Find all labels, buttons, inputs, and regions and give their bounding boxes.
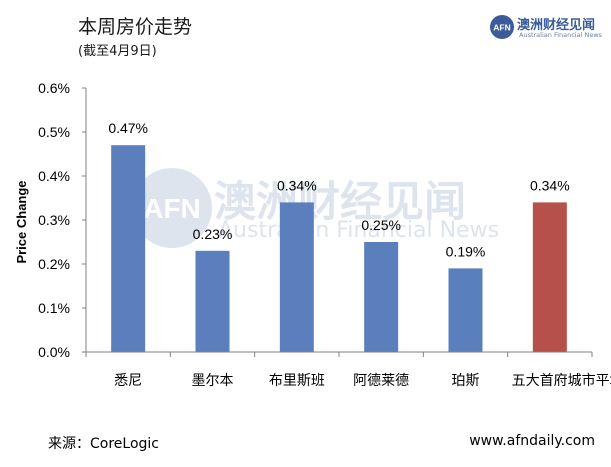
bar-data-label: 0.19%: [446, 243, 486, 259]
bar: [279, 202, 314, 352]
y-tick-label: 0.5%: [38, 124, 70, 140]
y-axis-label: Price Change: [14, 180, 29, 263]
x-category-label: 五大首府城市平均: [512, 372, 611, 389]
y-tick-label: 0.0%: [38, 344, 70, 360]
x-category-label: 墨尔本: [192, 373, 234, 389]
x-category-label: 悉尼: [114, 373, 142, 389]
source-label: 来源：CoreLogic: [48, 436, 159, 452]
bar-data-label: 0.47%: [108, 120, 148, 136]
y-tick-label: 0.1%: [38, 300, 70, 316]
bar: [111, 145, 146, 352]
bar-data-label: 0.34%: [277, 177, 317, 193]
x-category-label: 布里斯班: [269, 373, 325, 389]
chart-title: 本周房价走势: [78, 16, 193, 38]
bar: [532, 202, 567, 352]
afn-logo-name: 澳洲财经见闻: [517, 18, 596, 33]
y-tick-label: 0.2%: [38, 256, 70, 272]
website-label: www.afndaily.com: [469, 433, 595, 449]
afn-logo: AFN 澳洲财经见闻 Australian Financial News: [489, 12, 603, 42]
bar-data-label: 0.34%: [530, 177, 570, 193]
bar: [448, 268, 483, 352]
x-category-label: 珀斯: [452, 373, 480, 389]
x-category-label: 阿德莱德: [353, 373, 409, 389]
chart-subtitle: (截至4月9日): [78, 44, 157, 59]
y-tick-label: 0.6%: [38, 80, 70, 96]
afn-logo-tagline: Australian Financial News: [519, 31, 603, 39]
bar: [364, 242, 399, 352]
afn-logo-icon: AFN: [490, 15, 514, 39]
bar-data-label: 0.23%: [193, 226, 233, 242]
afn-logo-mark: AFN: [493, 23, 510, 33]
y-tick-label: 0.4%: [38, 168, 70, 184]
bar: [195, 250, 230, 352]
bar-data-label: 0.25%: [361, 217, 401, 233]
y-tick-label: 0.3%: [38, 212, 70, 228]
